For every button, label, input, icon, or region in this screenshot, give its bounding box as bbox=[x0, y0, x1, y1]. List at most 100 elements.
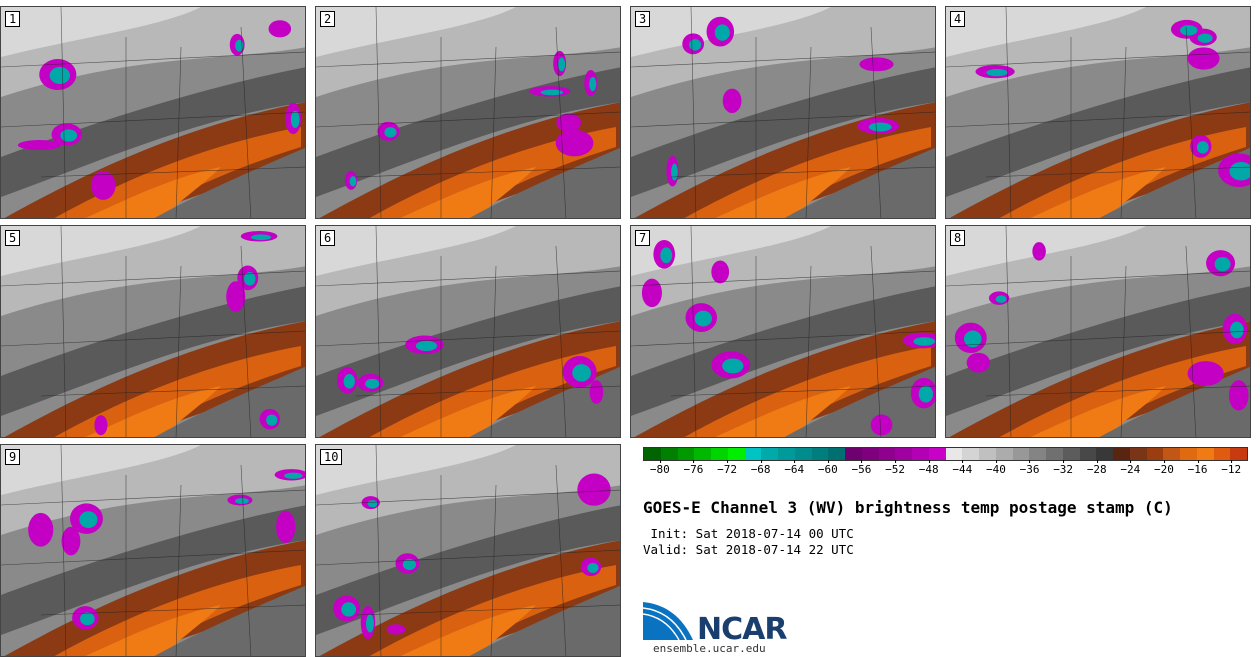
colorbar-segment bbox=[1079, 448, 1097, 460]
convection-blob bbox=[577, 473, 611, 506]
panel-number: 8 bbox=[950, 230, 966, 246]
colorbar-segment bbox=[794, 448, 812, 460]
colorbar-segment bbox=[979, 448, 996, 460]
postage-stamp-panel-1: 1 bbox=[0, 6, 306, 219]
moist-band-dark bbox=[631, 286, 935, 416]
boundary-line bbox=[631, 330, 935, 347]
boundary-line bbox=[555, 464, 567, 656]
moist-band-dark bbox=[316, 505, 620, 635]
boundary-line bbox=[690, 7, 697, 218]
colorbar-segment bbox=[928, 448, 946, 460]
boundary-line bbox=[240, 26, 252, 218]
boundary-line bbox=[316, 270, 620, 287]
boundary-line bbox=[490, 484, 497, 656]
panel-number: 6 bbox=[320, 230, 336, 246]
boundary-line bbox=[490, 46, 497, 218]
moist-band-dark bbox=[1, 286, 305, 416]
moist-band-dark bbox=[316, 67, 620, 197]
panel-number: 2 bbox=[320, 11, 336, 27]
colorbar-segment bbox=[1180, 448, 1197, 460]
colorbar-segment bbox=[1062, 448, 1080, 460]
boundary-line bbox=[805, 265, 812, 437]
colorbar-tick-label: −56 bbox=[851, 460, 872, 476]
boundary-line bbox=[316, 549, 620, 566]
moist-band-dark bbox=[946, 67, 1250, 197]
colorbar-segment bbox=[945, 448, 963, 460]
south-gray bbox=[154, 147, 305, 218]
convection-blob bbox=[94, 415, 108, 436]
boundary-line bbox=[1, 330, 305, 347]
boundary-line bbox=[1, 111, 305, 128]
moist-band-dark bbox=[1, 505, 305, 635]
cold-cloud-top bbox=[365, 614, 374, 633]
colorbar-segment bbox=[811, 448, 829, 460]
cold-cloud-top bbox=[60, 129, 78, 142]
cold-cloud-top bbox=[694, 310, 712, 327]
convection-blob bbox=[859, 57, 894, 72]
cold-cloud-top bbox=[349, 176, 357, 187]
warm-region-dark bbox=[319, 102, 620, 218]
warm-region-orange bbox=[54, 127, 301, 218]
logo-url: ensemble.ucar.edu bbox=[653, 642, 766, 655]
warm-region-bright bbox=[85, 386, 221, 437]
cold-cloud-top bbox=[365, 378, 380, 389]
colorbar-segment bbox=[1046, 448, 1063, 460]
cold-cloud-top bbox=[558, 57, 566, 72]
cold-cloud-top bbox=[587, 562, 599, 573]
convection-blob bbox=[641, 278, 662, 308]
boundary-line bbox=[60, 226, 67, 437]
colorbar-segment bbox=[1163, 448, 1180, 460]
colorbar-segment bbox=[962, 448, 979, 460]
boundary-line bbox=[316, 330, 620, 347]
panel-number: 9 bbox=[5, 449, 21, 465]
warm-region-bright bbox=[85, 167, 221, 218]
moist-band-dark bbox=[316, 286, 620, 416]
warm-region-bright bbox=[715, 386, 851, 437]
colorbar-segment bbox=[660, 448, 678, 460]
cold-cloud-top bbox=[1197, 33, 1213, 43]
warm-region-orange bbox=[999, 346, 1246, 437]
boundary-line bbox=[316, 51, 620, 68]
colorbar-segment bbox=[694, 448, 711, 460]
warm-region-orange bbox=[369, 127, 616, 218]
convection-blob bbox=[589, 380, 604, 404]
colorbar-tick-label: −44 bbox=[952, 460, 973, 476]
convection-blob bbox=[711, 260, 730, 284]
water-vapor-map bbox=[316, 7, 620, 218]
boundary-line bbox=[555, 26, 567, 218]
panel-number: 4 bbox=[950, 11, 966, 27]
water-vapor-map bbox=[1, 226, 305, 437]
colorbar-segment bbox=[711, 448, 728, 460]
boundary-line bbox=[316, 489, 620, 506]
cold-cloud-top bbox=[49, 67, 71, 85]
colorbar-segment bbox=[1096, 448, 1113, 460]
cold-cloud-top bbox=[415, 340, 438, 351]
dry-band-lighter bbox=[1, 445, 201, 495]
convection-blob bbox=[1032, 242, 1046, 261]
boundary-line bbox=[355, 166, 620, 178]
boundary-line bbox=[555, 245, 567, 437]
dry-band-lighter bbox=[1, 226, 201, 276]
boundary-line bbox=[631, 111, 935, 128]
boundary-line bbox=[240, 245, 252, 437]
panel-number: 7 bbox=[635, 230, 651, 246]
boundary-line bbox=[40, 166, 305, 178]
boundary-line bbox=[670, 166, 935, 178]
postage-stamp-panel-9: 9 bbox=[0, 444, 306, 657]
cold-cloud-top bbox=[963, 330, 982, 348]
boundary-line bbox=[1185, 26, 1197, 218]
postage-stamp-panel-4: 4 bbox=[945, 6, 1251, 219]
boundary-line bbox=[946, 111, 1250, 128]
cold-cloud-top bbox=[1229, 161, 1250, 181]
cold-cloud-top bbox=[1214, 257, 1231, 272]
cold-cloud-top bbox=[671, 163, 678, 181]
convection-blob bbox=[226, 281, 246, 312]
colorbar-segment bbox=[1129, 448, 1147, 460]
colorbar-segment bbox=[861, 448, 879, 460]
dry-band-lighter bbox=[946, 7, 1146, 57]
water-vapor-map bbox=[631, 7, 935, 218]
water-vapor-map bbox=[946, 226, 1250, 437]
cold-cloud-top bbox=[1180, 25, 1198, 36]
postage-stamp-panel-7: 7 bbox=[630, 225, 936, 438]
boundary-line bbox=[805, 46, 812, 218]
